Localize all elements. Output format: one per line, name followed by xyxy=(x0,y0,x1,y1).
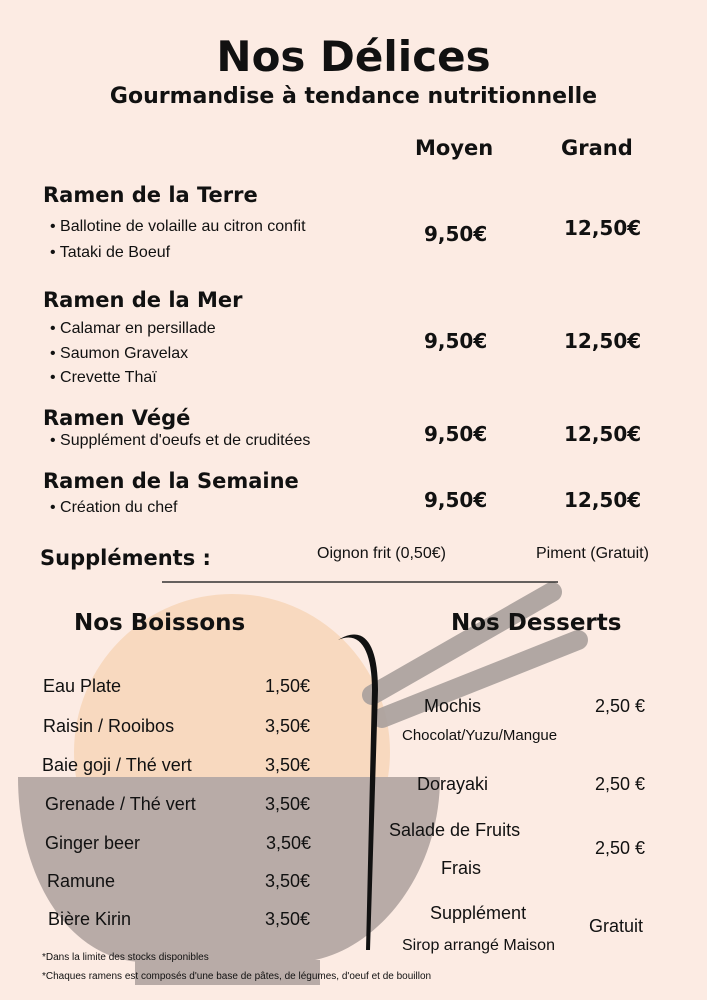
desserts-title: Nos Desserts xyxy=(451,610,622,636)
drink-price: 3,50€ xyxy=(265,716,311,736)
brush-stroke xyxy=(338,634,378,950)
footnote: *Dans la limite des stocks disponibles xyxy=(42,952,209,963)
dessert-sub: Chocolat/Yuzu/Mangue xyxy=(402,727,558,744)
drink-name: Eau Plate xyxy=(43,676,122,696)
dessert-sub: Sirop arrangé Maison xyxy=(402,937,555,954)
dessert-price: Gratuit xyxy=(589,916,644,936)
price-medium: 9,50€ xyxy=(424,488,488,512)
drink-name: Grenade / Thé vert xyxy=(45,794,196,814)
dish-name: Ramen Végé xyxy=(43,406,191,430)
drink-name: Bière Kirin xyxy=(48,909,132,929)
dessert-name: Mochis xyxy=(424,696,482,716)
price-large: 12,50€ xyxy=(564,216,642,240)
dish-item: Ballotine de volaille au citron confit xyxy=(50,218,305,236)
dish-item: Création du chef xyxy=(50,499,177,517)
dessert-sub: Frais xyxy=(441,858,481,878)
supplement-option: Piment (Gratuit) xyxy=(536,545,649,562)
page-subtitle: Gourmandise à tendance nutritionnelle xyxy=(109,84,598,109)
dessert-name: Salade de Fruits xyxy=(389,820,521,840)
drink-price: 1,50€ xyxy=(265,676,311,696)
drink-name: Ramune xyxy=(47,871,116,891)
dessert-price: 2,50 € xyxy=(595,838,646,858)
price-medium: 9,50€ xyxy=(424,422,488,446)
dessert-price: 2,50 € xyxy=(595,774,646,794)
dessert-name: Dorayaki xyxy=(417,774,489,794)
drinks-title: Nos Boissons xyxy=(74,610,246,636)
dish-name: Ramen de la Mer xyxy=(43,288,243,312)
supplements-label: Suppléments : xyxy=(40,546,211,570)
dish-name: Ramen de la Terre xyxy=(43,183,258,207)
column-large: Grand xyxy=(561,136,633,160)
dessert-name: Supplément xyxy=(430,903,527,923)
dish-name: Ramen de la Semaine xyxy=(43,469,299,493)
price-large: 12,50€ xyxy=(564,422,642,446)
price-medium: 9,50€ xyxy=(424,222,488,246)
dish-item: Calamar en persillade xyxy=(50,320,216,338)
drink-name: Baie goji / Thé vert xyxy=(42,755,192,775)
dessert-price: 2,50 € xyxy=(595,696,646,716)
drink-name: Ginger beer xyxy=(45,833,141,853)
bowl-shape xyxy=(18,777,440,962)
drink-price: 3,50€ xyxy=(266,833,312,853)
dish-item: Saumon Gravelax xyxy=(50,345,188,363)
drink-price: 3,50€ xyxy=(265,794,311,814)
price-medium: 9,50€ xyxy=(424,329,488,353)
drink-name: Raisin / Rooibos xyxy=(43,716,175,736)
chopstick xyxy=(362,582,562,705)
dish-item: Supplément d'oeufs et de cruditées xyxy=(50,432,310,450)
drink-price: 3,50€ xyxy=(265,755,311,775)
drink-price: 3,50€ xyxy=(265,909,311,929)
price-large: 12,50€ xyxy=(564,488,642,512)
dish-item: Tataki de Boeuf xyxy=(50,244,170,262)
column-medium: Moyen xyxy=(415,136,494,160)
page-title: Nos Délices xyxy=(216,32,491,81)
chopstick xyxy=(372,630,588,728)
footnote: *Chaques ramens est composés d'une base … xyxy=(42,971,432,982)
dish-item: Crevette Thaï xyxy=(50,369,157,387)
drink-price: 3,50€ xyxy=(265,871,311,891)
bowl-foot xyxy=(135,960,320,985)
price-large: 12,50€ xyxy=(564,329,642,353)
supplement-option: Oignon frit (0,50€) xyxy=(317,545,446,562)
